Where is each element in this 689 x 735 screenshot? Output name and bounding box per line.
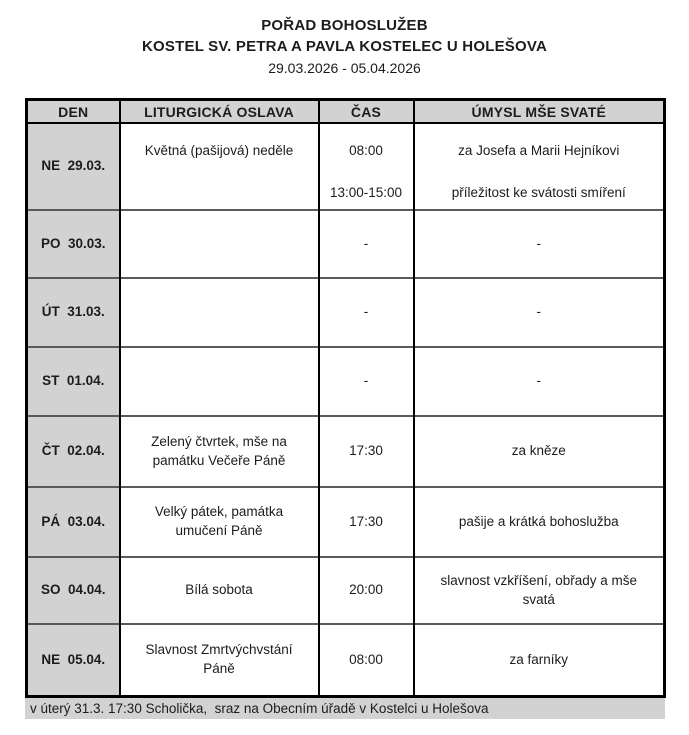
time-cell: 17:30 (317, 415, 414, 487)
time-cell: 20:00 (317, 556, 414, 624)
day-cell: ČT 02.04. (25, 415, 120, 487)
table-row: ST 01.04. - - (25, 346, 665, 416)
celebration-text-secondary (130, 178, 309, 208)
time-cell: 08:00 (317, 623, 414, 697)
table-row: ÚT 31.03. - - (25, 277, 665, 347)
col-header-den: DEN (25, 99, 120, 124)
celebration-cell (118, 277, 319, 347)
intention-cell: - (412, 209, 665, 278)
day-cell: NE 05.04. (25, 623, 120, 697)
table-row: ČT 02.04. Zelený čtvrtek, mše na památku… (25, 415, 665, 487)
intention-cell: za kněze (412, 415, 665, 487)
time-cell: - (317, 209, 414, 278)
celebration-text: Květná (pašijová) neděle (144, 143, 294, 159)
schedule-table: DEN LITURGICKÁ OSLAVA ČAS ÚMYSL MŠE SVAT… (25, 98, 666, 698)
time-cell: - (317, 277, 414, 347)
intention-cell: za Josefa a Marii Hejníkovi příležitost … (412, 122, 665, 210)
time-text: 08:00 (349, 143, 383, 159)
time-cell: 17:30 (317, 486, 414, 557)
page-subtitle: KOSTEL SV. PETRA A PAVLA KOSTELEC U HOLE… (142, 38, 547, 55)
intention-text-secondary: příležitost ke svátosti smíření (451, 184, 626, 200)
celebration-cell (118, 209, 319, 278)
date-range: 29.03.2026 - 05.04.2026 (268, 60, 421, 76)
celebration-cell (118, 346, 319, 416)
celebration-cell: Velký pátek, památka umučení Páně (118, 486, 319, 557)
col-header-liturgical: LITURGICKÁ OSLAVA (118, 99, 319, 124)
celebration-cell: Slavnost Zmrtvýchvstání Páně (118, 623, 319, 697)
intention-text: za Josefa a Marii Hejníkovi (458, 143, 620, 159)
celebration-cell: Květná (pašijová) neděle (118, 122, 319, 210)
intention-cell: pašije a krátká bohoslužba (412, 486, 665, 557)
table-row: NE 05.04. Slavnost Zmrtvýchvstání Páně 0… (25, 623, 665, 697)
day-cell: ÚT 31.03. (25, 277, 120, 347)
intention-cell: slavnost vzkříšení, obřady a mše svatá (412, 556, 665, 624)
celebration-cell: Zelený čtvrtek, mše na památku Večeře Pá… (118, 415, 319, 487)
celebration-cell: Bílá sobota (118, 556, 319, 624)
time-cell: 08:00 13:00-15:00 (317, 122, 414, 210)
day-cell: NE 29.03. (25, 122, 120, 210)
intention-cell: - (412, 346, 665, 416)
table-row: SO 04.04. Bílá sobota 20:00 slavnost vzk… (25, 556, 665, 624)
footer-note: v úterý 31.3. 17:30 Scholička, sraz na O… (25, 698, 665, 719)
intention-cell: - (412, 277, 665, 347)
time-text-secondary: 13:00-15:00 (329, 184, 403, 200)
day-cell: PÁ 03.04. (25, 486, 120, 557)
col-header-time: ČAS (317, 99, 414, 124)
table-row: PÁ 03.04. Velký pátek, památka umučení P… (25, 486, 665, 557)
intention-cell: za farníky (412, 623, 665, 697)
day-cell: PO 30.03. (25, 209, 120, 278)
time-cell: - (317, 346, 414, 416)
page-title: POŘAD BOHOSLUŽEB (261, 17, 428, 34)
table-row: PO 30.03. - - (25, 209, 665, 278)
table-header-row: DEN LITURGICKÁ OSLAVA ČAS ÚMYSL MŠE SVAT… (25, 99, 665, 124)
table-row: NE 29.03. Květná (pašijová) neděle 08:00… (25, 122, 665, 210)
day-cell: SO 04.04. (25, 556, 120, 624)
col-header-intention: ÚMYSL MŠE SVATÉ (412, 99, 665, 124)
title-block: POŘAD BOHOSLUŽEB KOSTEL SV. PETRA A PAVL… (0, 0, 689, 78)
day-cell: ST 01.04. (25, 346, 120, 416)
